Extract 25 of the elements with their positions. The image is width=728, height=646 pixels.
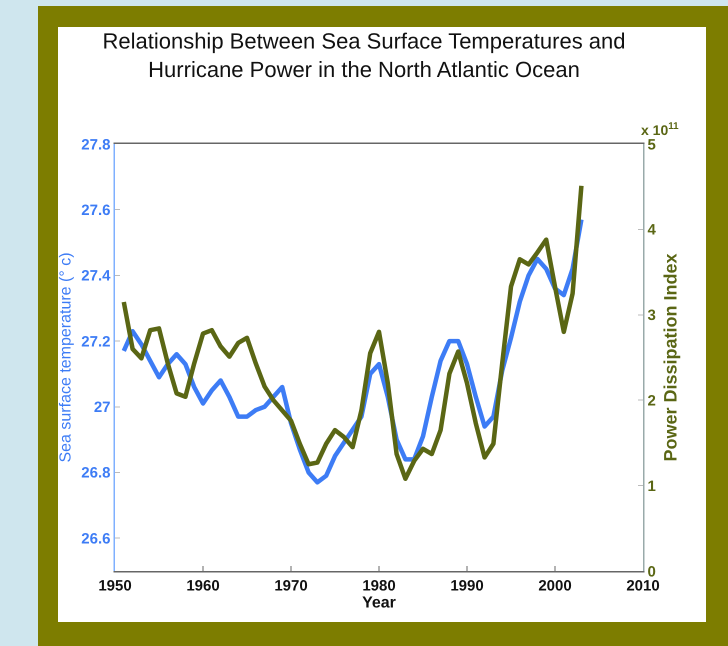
- y-tick-label: 27.6: [81, 202, 110, 219]
- y2-axis-title: Power Dissipation Index: [660, 253, 680, 462]
- x-tick-label: 1980: [362, 578, 396, 594]
- y-tick-label: 27.4: [81, 268, 112, 285]
- x-axis-title: Year: [362, 594, 396, 612]
- y-axis-title: Sea surface temperature (° c): [57, 252, 74, 463]
- y-tick-label: 27.8: [81, 136, 110, 154]
- x-tick-label: 1950: [98, 578, 132, 594]
- x-tick-label: 1960: [186, 578, 220, 594]
- x-tick-label: 2000: [538, 578, 572, 594]
- text: x 10$^{11}$: [641, 121, 680, 138]
- y-tick-label: 27.2: [81, 333, 110, 350]
- y-tick-label: 26.6: [81, 530, 110, 548]
- y2-tick-label: 5: [648, 136, 656, 154]
- y2-tick-label: 4: [648, 222, 656, 239]
- x-tick-label: 2010: [626, 578, 660, 594]
- y-tick-label: 27: [94, 399, 110, 416]
- y2-tick-label: 1: [648, 478, 656, 495]
- y2-tick-label: 3: [648, 307, 656, 324]
- y2-tick-label: 0: [648, 563, 656, 580]
- y-tick-label: 26.8: [81, 464, 110, 482]
- y2-tick-label: 2: [648, 392, 656, 410]
- x-tick-label: 1970: [274, 578, 308, 594]
- chart-title: Relationship Between Sea Surface Temperatures and Hurricane Power in the North Atlantic Ocean: [102, 28, 626, 82]
- x-tick-label: 1990: [450, 578, 484, 594]
